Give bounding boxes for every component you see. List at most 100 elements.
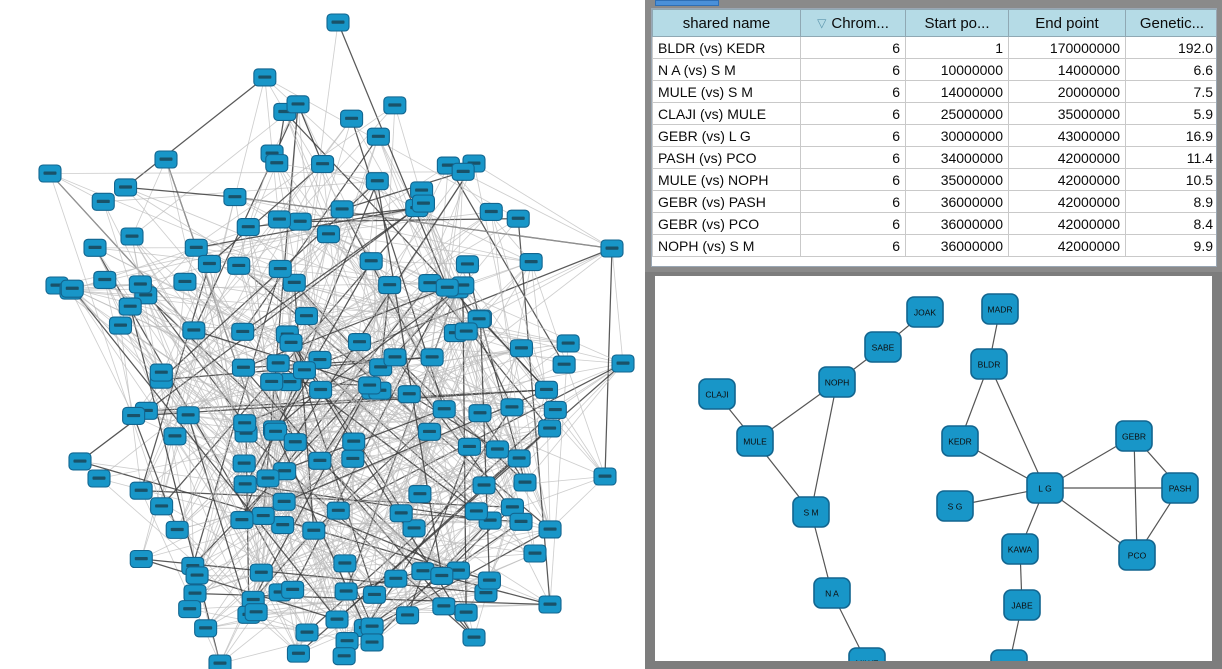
- node[interactable]: [347, 333, 372, 352]
- edge[interactable]: [419, 363, 624, 495]
- node[interactable]: [457, 437, 482, 456]
- cell-genetic[interactable]: 9.9: [1125, 234, 1216, 257]
- edge[interactable]: [370, 261, 408, 616]
- cell-genetic[interactable]: 5.9: [1125, 102, 1216, 125]
- node[interactable]: [129, 549, 153, 569]
- column-header-start-point[interactable]: Start po...: [905, 9, 1009, 37]
- node[interactable]: [120, 227, 144, 246]
- node[interactable]: [334, 582, 358, 601]
- edge[interactable]: [129, 306, 354, 460]
- edge[interactable]: [71, 288, 347, 592]
- node[interactable]: [593, 467, 617, 486]
- edge[interactable]: [319, 460, 338, 620]
- node-JABE[interactable]: JABE: [1003, 589, 1041, 621]
- edge[interactable]: [174, 435, 264, 517]
- node[interactable]: [268, 259, 292, 279]
- edge[interactable]: [174, 436, 262, 573]
- node[interactable]: [308, 451, 332, 470]
- node[interactable]: [150, 497, 174, 516]
- edge[interactable]: [140, 284, 276, 433]
- edge[interactable]: [379, 347, 522, 392]
- node[interactable]: [506, 209, 530, 228]
- node[interactable]: [91, 192, 115, 211]
- edge[interactable]: [238, 118, 352, 267]
- node[interactable]: [282, 273, 306, 292]
- edge[interactable]: [322, 164, 354, 459]
- edge[interactable]: [490, 211, 547, 390]
- edge[interactable]: [376, 181, 443, 577]
- node-NOPH[interactable]: NOPH: [818, 366, 856, 398]
- node[interactable]: [68, 452, 92, 471]
- cell-start_point[interactable]: 1: [905, 36, 1009, 59]
- edge[interactable]: [238, 265, 470, 448]
- node[interactable]: [420, 348, 444, 367]
- node-shape[interactable]: [1026, 472, 1064, 504]
- node[interactable]: [534, 380, 559, 399]
- cell-start_point[interactable]: 14000000: [905, 80, 1009, 103]
- cell-shared_name[interactable]: GEBR (vs) L G: [652, 124, 801, 147]
- node-shape[interactable]: [1161, 472, 1199, 504]
- node[interactable]: [232, 454, 256, 473]
- edge[interactable]: [359, 165, 449, 343]
- edge[interactable]: [193, 104, 299, 331]
- edge[interactable]: [189, 393, 410, 610]
- node[interactable]: [360, 617, 384, 636]
- node[interactable]: [397, 385, 421, 404]
- cell-shared_name[interactable]: CLAJI (vs) MULE: [652, 102, 801, 125]
- edge[interactable]: [131, 159, 167, 237]
- edge-GEBR-PCO[interactable]: [1133, 435, 1138, 556]
- node[interactable]: [183, 584, 207, 603]
- edge[interactable]: [196, 423, 246, 576]
- node[interactable]: [365, 172, 389, 191]
- node[interactable]: [411, 194, 436, 213]
- node[interactable]: [383, 348, 407, 367]
- node-PASH[interactable]: PASH: [1161, 472, 1199, 504]
- edge[interactable]: [351, 118, 448, 288]
- edge[interactable]: [479, 318, 491, 581]
- edge[interactable]: [352, 364, 565, 460]
- node[interactable]: [194, 619, 218, 638]
- node[interactable]: [264, 422, 288, 441]
- node[interactable]: [451, 162, 475, 181]
- edge[interactable]: [129, 306, 221, 664]
- edge[interactable]: [448, 165, 613, 249]
- node-NA[interactable]: N A: [813, 577, 851, 609]
- edge[interactable]: [320, 288, 458, 391]
- edge-table-body[interactable]: BLDR (vs) KEDR 6 1 170000000 192.0 N A (vs) S…: [652, 36, 1216, 257]
- node[interactable]: [87, 469, 111, 488]
- node[interactable]: [128, 275, 152, 294]
- column-header-shared-name[interactable]: shared name: [652, 9, 801, 37]
- node[interactable]: [122, 406, 146, 426]
- edge[interactable]: [234, 196, 613, 249]
- node-GEBR[interactable]: GEBR: [1115, 420, 1153, 452]
- node[interactable]: [366, 127, 390, 146]
- edge[interactable]: [490, 211, 536, 554]
- cell-genetic[interactable]: 7.5: [1125, 80, 1216, 103]
- edge[interactable]: [196, 211, 492, 249]
- node[interactable]: [507, 449, 531, 468]
- edge[interactable]: [242, 136, 379, 333]
- node[interactable]: [383, 96, 407, 115]
- node[interactable]: [333, 554, 357, 573]
- edge-NOPH-SM[interactable]: [810, 381, 838, 513]
- edge[interactable]: [184, 281, 522, 523]
- node[interactable]: [231, 358, 255, 377]
- node-shape[interactable]: [1003, 589, 1041, 621]
- edge[interactable]: [176, 367, 244, 531]
- node[interactable]: [165, 520, 189, 539]
- edge[interactable]: [161, 281, 186, 507]
- edge[interactable]: [447, 165, 565, 365]
- node[interactable]: [266, 354, 290, 373]
- cell-chromosome[interactable]: 6: [800, 168, 906, 191]
- edge[interactable]: [456, 289, 513, 408]
- table-row[interactable]: MULE (vs) S M 6 14000000 20000000 7.5: [652, 80, 1216, 103]
- cell-end_point[interactable]: 43000000: [1008, 124, 1126, 147]
- edge[interactable]: [263, 446, 470, 517]
- edge[interactable]: [94, 247, 245, 464]
- edge[interactable]: [49, 173, 195, 331]
- node-shape[interactable]: [990, 649, 1028, 661]
- edge[interactable]: [328, 233, 532, 263]
- edge[interactable]: [549, 343, 569, 605]
- edge[interactable]: [394, 105, 513, 508]
- edge[interactable]: [400, 513, 408, 616]
